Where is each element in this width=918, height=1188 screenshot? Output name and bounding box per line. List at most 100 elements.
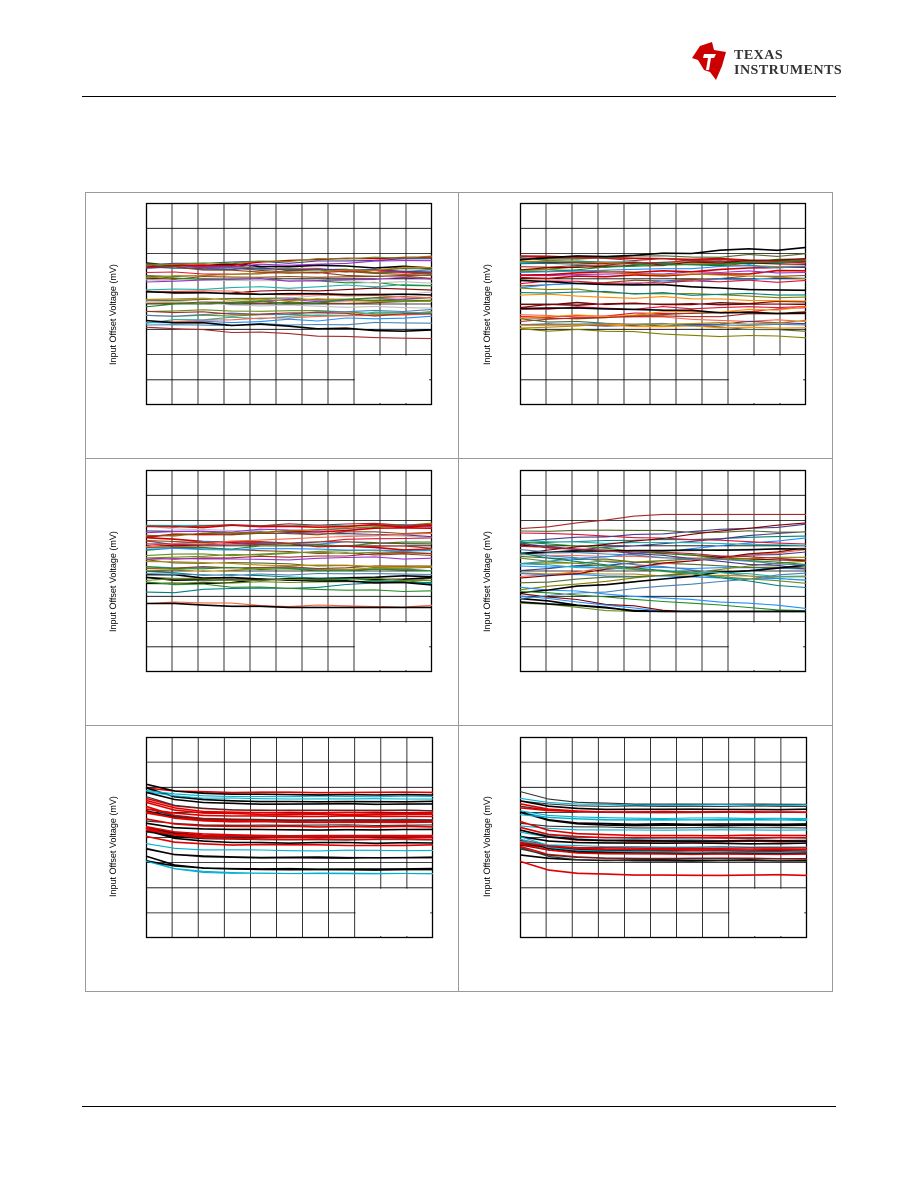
series-line [519,797,808,806]
series-line [145,566,433,573]
chart-5-ylabel: Input Offset Voltage (mV) [108,796,118,897]
series-line [519,847,808,862]
series-line [145,827,434,841]
series-line [145,546,433,557]
series-line [519,319,807,329]
series-line [145,264,433,279]
series-line [145,326,433,340]
chart-2 [519,202,807,406]
series-line [519,307,807,315]
series-line [145,808,434,822]
series-line [519,265,807,276]
series-line [519,318,807,332]
series-line [519,246,807,261]
series-line [145,266,433,273]
series-line [519,841,808,850]
chart-1 [145,202,433,406]
series-line [519,814,808,821]
series-line [519,572,807,600]
series-line [519,258,807,271]
legend-area-top [728,622,784,645]
series-line [145,523,433,529]
series-line [519,811,808,827]
series-line [519,552,807,589]
ti-logo-icon [692,42,726,80]
series-line [145,556,433,561]
series-line [145,577,433,582]
series-line [145,561,433,568]
series-line [145,531,433,537]
series-line [519,328,807,339]
series-line [519,523,807,542]
series-line [145,810,434,824]
series-line [145,522,433,528]
series-line [145,298,433,308]
series-line [519,324,807,329]
series-line [145,547,433,552]
series-line [145,296,433,301]
series-line [519,293,807,302]
series-line [519,597,806,613]
brand-line1: TEXAS [734,48,784,63]
figure-grid [85,192,833,992]
legend-area [354,643,430,670]
series-line [145,572,433,577]
series-line [145,321,433,327]
series-line [519,547,807,555]
series-line [519,290,807,296]
series-line [145,260,433,269]
series-line [145,284,433,291]
series-line [145,789,434,798]
series-line [145,818,434,828]
series-line [519,545,807,561]
series-line [145,787,434,803]
series-line [519,279,807,285]
series-line [145,256,433,268]
series-line [145,551,433,557]
series-line [145,843,434,852]
series-line [145,565,433,570]
chart-5 [145,736,434,939]
series-line [519,549,807,578]
brand-line2: INSTRUMENTS [734,63,843,78]
series-line [519,835,808,845]
chart-6-ylabel: Input Offset Voltage (mV) [482,796,492,897]
series-line [145,801,434,816]
series-line [519,279,807,292]
grid-divider-row1 [85,458,833,459]
chart-1-ylabel: Input Offset Voltage (mV) [108,264,118,365]
series-line [519,541,807,566]
series-line [519,529,807,533]
series-line [145,808,434,818]
series-line [519,265,807,273]
series-line [145,835,434,847]
series-line [145,255,433,266]
series-line [519,822,808,829]
series-line [519,790,808,805]
chart-3-ylabel: Input Offset Voltage (mV) [108,531,118,632]
legend-area-top [354,622,410,645]
series-line [145,540,433,545]
series-line [519,259,807,273]
series-line [519,807,808,813]
chart-6 [519,736,808,939]
series-line [519,564,807,594]
series-line [519,322,807,327]
series-line [145,860,434,875]
series-line [519,825,808,831]
series-line [519,800,808,808]
series-line [145,822,434,831]
series-line [145,581,433,593]
legend-area-top [729,888,785,911]
series-line [145,787,434,794]
series-line [519,313,807,323]
series-line [519,826,808,839]
series-line [145,566,433,572]
series-line [519,253,807,260]
series-line [145,297,433,303]
series-line [145,309,433,315]
chart-4-ylabel: Input Offset Voltage (mV) [482,531,492,632]
series-line [519,547,807,579]
series-line [145,855,433,871]
series-line [519,840,808,848]
